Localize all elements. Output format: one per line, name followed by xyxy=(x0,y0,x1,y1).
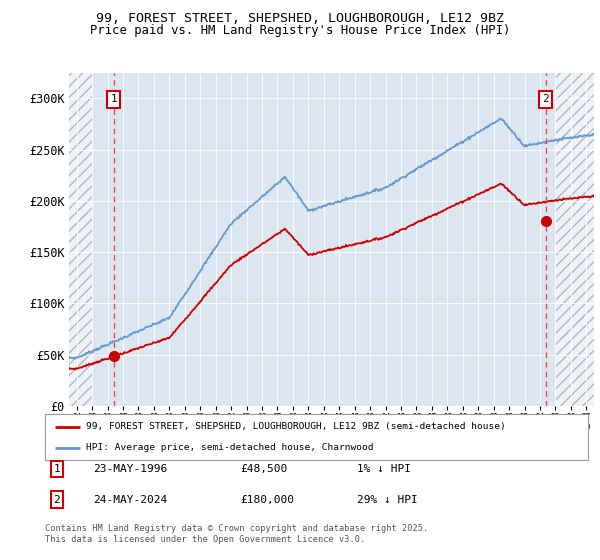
Text: 2: 2 xyxy=(53,494,61,505)
Text: 24-MAY-2024: 24-MAY-2024 xyxy=(93,494,167,505)
Text: Price paid vs. HM Land Registry's House Price Index (HPI): Price paid vs. HM Land Registry's House … xyxy=(90,24,510,37)
Text: 1% ↓ HPI: 1% ↓ HPI xyxy=(357,464,411,474)
Text: £180,000: £180,000 xyxy=(240,494,294,505)
Text: Contains HM Land Registry data © Crown copyright and database right 2025.: Contains HM Land Registry data © Crown c… xyxy=(45,524,428,533)
Bar xyxy=(556,73,594,406)
Bar xyxy=(556,73,594,406)
Bar xyxy=(69,73,92,406)
Text: HPI: Average price, semi-detached house, Charnwood: HPI: Average price, semi-detached house,… xyxy=(86,444,373,452)
Text: 29% ↓ HPI: 29% ↓ HPI xyxy=(357,494,418,505)
Text: £48,500: £48,500 xyxy=(240,464,287,474)
Text: 23-MAY-1996: 23-MAY-1996 xyxy=(93,464,167,474)
Text: 2: 2 xyxy=(542,95,550,105)
Text: 1: 1 xyxy=(110,95,117,105)
Text: 99, FOREST STREET, SHEPSHED, LOUGHBOROUGH, LE12 9BZ (semi-detached house): 99, FOREST STREET, SHEPSHED, LOUGHBOROUG… xyxy=(86,422,505,431)
Text: 1: 1 xyxy=(53,464,61,474)
Bar xyxy=(69,73,92,406)
Text: 99, FOREST STREET, SHEPSHED, LOUGHBOROUGH, LE12 9BZ: 99, FOREST STREET, SHEPSHED, LOUGHBOROUG… xyxy=(96,12,504,25)
Text: This data is licensed under the Open Government Licence v3.0.: This data is licensed under the Open Gov… xyxy=(45,535,365,544)
